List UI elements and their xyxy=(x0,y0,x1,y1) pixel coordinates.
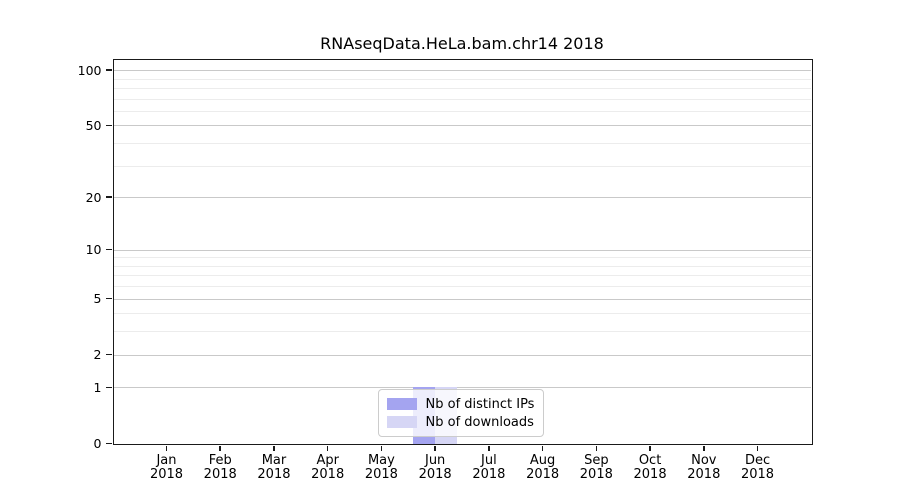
x-tick-month: Mar xyxy=(261,452,287,468)
x-tick xyxy=(273,445,275,451)
x-tick-year: 2018 xyxy=(311,466,345,482)
y-tick-label: 20 xyxy=(85,189,102,205)
x-tick-label: Mar 2018 xyxy=(246,452,302,482)
x-tick xyxy=(541,445,544,451)
x-tick-year: 2018 xyxy=(526,466,560,482)
plot-area: 0 1 2 5 10 20 50 100 Jan 2018 Feb 2018 Mar 2018 Apr 201… xyxy=(78,59,813,481)
gridline-minor xyxy=(113,265,811,267)
x-tick-label: Nov 2018 xyxy=(676,452,732,482)
x-tick-month: Jun xyxy=(424,452,446,468)
gridline-minor xyxy=(113,331,811,333)
x-tick-year: 2018 xyxy=(149,466,184,482)
chart-title: RNAseqData.HeLa.bam.chr14 2018 xyxy=(320,34,604,53)
y-tick-label: 5 xyxy=(93,291,102,307)
x-tick xyxy=(219,445,221,451)
x-tick-month: Oct xyxy=(638,452,662,468)
x-tick xyxy=(595,445,598,451)
x-tick xyxy=(756,445,759,451)
x-tick-month: Nov xyxy=(691,452,717,468)
x-tick-month: Dec xyxy=(744,452,771,468)
x-tick xyxy=(649,445,651,451)
x-tick-label: Apr 2018 xyxy=(300,452,356,482)
x-tick-year: 2018 xyxy=(579,466,613,482)
x-tick-label: Dec 2018 xyxy=(730,452,786,482)
x-tick-label: May 2018 xyxy=(353,452,409,482)
x-tick-label: Aug 2018 xyxy=(515,452,571,482)
y-tick-label: 100 xyxy=(77,62,102,78)
legend-row: Nb of downloads xyxy=(386,413,535,431)
x-tick-year: 2018 xyxy=(740,466,775,482)
y-tick xyxy=(106,248,112,251)
y-tick xyxy=(106,353,112,356)
y-tick xyxy=(106,442,112,445)
x-tick-month: Jul xyxy=(481,452,497,468)
legend-swatch xyxy=(386,416,417,428)
x-tick-year: 2018 xyxy=(203,466,237,482)
y-tick xyxy=(106,124,112,127)
x-tick-month: Sep xyxy=(584,452,609,468)
gridline-minor xyxy=(113,275,811,277)
y-tick xyxy=(106,386,112,389)
y-tick xyxy=(106,196,112,198)
x-tick-month: Aug xyxy=(529,452,556,468)
x-tick-month: Jan xyxy=(156,452,177,468)
legend-label: Nb of downloads xyxy=(425,414,534,430)
gridline-minor xyxy=(113,257,811,259)
gridline-major xyxy=(113,387,811,389)
gridline-minor xyxy=(113,110,811,112)
x-tick-year: 2018 xyxy=(472,466,506,482)
y-tick xyxy=(106,297,112,300)
x-tick-year: 2018 xyxy=(257,466,291,482)
y-tick-label: 2 xyxy=(93,347,102,363)
gridline-minor xyxy=(113,313,811,315)
gridline-minor xyxy=(113,98,811,100)
x-tick xyxy=(380,445,383,451)
gridline-major xyxy=(113,70,811,72)
x-tick xyxy=(326,445,329,451)
gridline-minor xyxy=(113,87,811,89)
x-tick-year: 2018 xyxy=(418,466,452,482)
x-tick xyxy=(434,445,436,451)
x-tick-label: Oct 2018 xyxy=(622,452,678,482)
gridline-major xyxy=(113,197,811,199)
x-tick-label: Sep 2018 xyxy=(568,452,624,482)
y-tick-label: 0 xyxy=(93,436,102,451)
gridline-minor xyxy=(113,165,811,167)
x-tick-label: Jun 2018 xyxy=(407,452,463,482)
gridline-major xyxy=(113,298,811,300)
y-tick-label: 10 xyxy=(85,242,102,257)
x-tick xyxy=(488,445,490,451)
legend-swatch xyxy=(386,398,417,410)
gridline-major xyxy=(113,249,811,251)
x-tick-month: Feb xyxy=(208,452,232,468)
gridline-major xyxy=(113,354,811,356)
x-tick-month: Apr xyxy=(316,452,339,468)
x-tick-label: Jul 2018 xyxy=(461,452,517,482)
x-tick-label: Feb 2018 xyxy=(192,452,248,482)
gridline-minor xyxy=(113,286,811,288)
x-tick-label: Jan 2018 xyxy=(139,452,195,482)
x-tick-month: May xyxy=(367,452,395,468)
x-tick-year: 2018 xyxy=(633,466,667,482)
x-tick xyxy=(165,445,168,451)
x-tick-year: 2018 xyxy=(364,466,398,482)
x-tick xyxy=(703,445,705,451)
legend-row: Nb of distinct IPs xyxy=(386,395,535,413)
y-tick xyxy=(106,69,112,71)
y-tick-label: 50 xyxy=(85,117,102,133)
y-tick-label: 1 xyxy=(93,379,102,395)
gridline-minor xyxy=(113,78,811,80)
gridline-major xyxy=(113,125,811,127)
legend: Nb of distinct IPs Nb of downloads xyxy=(377,389,545,437)
gridline-minor xyxy=(113,143,811,145)
legend-label: Nb of distinct IPs xyxy=(425,396,535,412)
x-tick-year: 2018 xyxy=(687,466,721,482)
